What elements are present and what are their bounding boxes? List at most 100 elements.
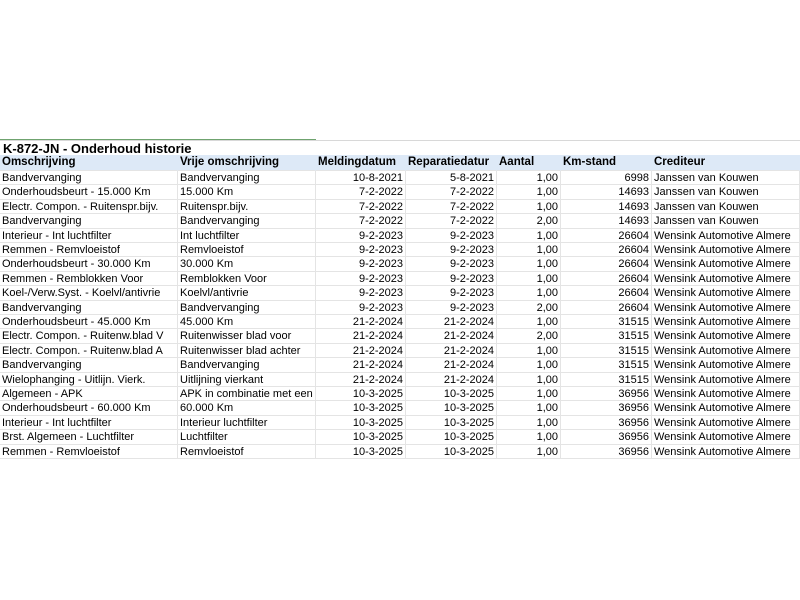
column-header: Omschrijving xyxy=(0,155,178,171)
table-cell: Algemeen - APK xyxy=(0,387,178,402)
table-cell: 21-2-2024 xyxy=(316,329,406,344)
table-cell: 31515 xyxy=(561,315,652,330)
table-cell: 9-2-2023 xyxy=(406,286,497,301)
table-cell: Wensink Automotive Almere xyxy=(652,343,800,359)
table-cell: Bandvervanging xyxy=(0,358,178,373)
table-cell: Luchtfilter xyxy=(178,430,316,445)
table-cell: Wensink Automotive Almere xyxy=(652,387,800,402)
table-cell: 10-8-2021 xyxy=(316,171,406,186)
table-cell: 36956 xyxy=(561,430,652,445)
table-cell: Remmen - Remvloeistof xyxy=(0,444,178,459)
table-cell: Interieur luchtfilter xyxy=(178,415,316,431)
table-cell: 10-3-2025 xyxy=(406,444,497,459)
table-cell: Wensink Automotive Almere xyxy=(652,271,800,287)
table-cell: 21-2-2024 xyxy=(316,315,406,330)
table-cell: Remvloeistof xyxy=(178,444,316,459)
table-cell: Wielophanging - Uitlijn. Vierk. xyxy=(0,372,178,387)
table-cell: 9-2-2023 xyxy=(406,243,497,258)
column-header: Crediteur xyxy=(652,155,800,171)
column-header: Reparatiedatur xyxy=(406,155,497,171)
table-cell: 21-2-2024 xyxy=(406,358,497,373)
table-cell: 10-3-2025 xyxy=(316,444,406,459)
table-cell: 10-3-2025 xyxy=(406,401,497,416)
border xyxy=(0,139,316,140)
table-cell: Interieur - Int luchtfilter xyxy=(0,228,178,243)
table-cell: 21-2-2024 xyxy=(316,372,406,387)
table-cell: 9-2-2023 xyxy=(406,300,497,315)
table-cell: 60.000 Km xyxy=(178,401,316,416)
table-cell: 10-3-2025 xyxy=(406,415,497,431)
table-cell: Wensink Automotive Almere xyxy=(652,444,800,459)
table-cell: Ruitenspr.bijv. xyxy=(178,199,316,215)
table-cell: 36956 xyxy=(561,401,652,416)
table-cell: 9-2-2023 xyxy=(316,228,406,243)
table-cell: Wensink Automotive Almere xyxy=(652,257,800,272)
table-cell: 9-2-2023 xyxy=(316,271,406,287)
table-cell: 10-3-2025 xyxy=(316,387,406,402)
table-cell: 5-8-2021 xyxy=(406,171,497,186)
table-cell: Bandvervanging xyxy=(178,358,316,373)
table-cell: 36956 xyxy=(561,387,652,402)
table-cell: 1,00 xyxy=(497,415,561,431)
table-cell: 1,00 xyxy=(497,372,561,387)
table-cell: 1,00 xyxy=(497,358,561,373)
table-cell: Wensink Automotive Almere xyxy=(652,315,800,330)
column-header: Vrije omschrijving xyxy=(178,155,316,171)
table-cell: 10-3-2025 xyxy=(316,401,406,416)
table-cell: 21-2-2024 xyxy=(316,343,406,359)
table-cell: Bandvervanging xyxy=(178,300,316,315)
table-cell: 10-3-2025 xyxy=(406,430,497,445)
table-cell: Bandvervanging xyxy=(0,300,178,315)
table-cell: 26604 xyxy=(561,228,652,243)
table-cell: 14693 xyxy=(561,199,652,215)
table-cell: 14693 xyxy=(561,214,652,229)
table-cell: Wensink Automotive Almere xyxy=(652,358,800,373)
table-cell: Wensink Automotive Almere xyxy=(652,372,800,387)
table-cell: Bandvervanging xyxy=(178,214,316,229)
table-cell: 9-2-2023 xyxy=(316,300,406,315)
table-cell: 21-2-2024 xyxy=(316,358,406,373)
table-cell: Koelvl/antivrie xyxy=(178,286,316,301)
table-cell: Uitlijning vierkant xyxy=(178,372,316,387)
table-cell: 1,00 xyxy=(497,286,561,301)
table-cell: Remvloeistof xyxy=(178,243,316,258)
table-cell: 1,00 xyxy=(497,171,561,186)
table-cell: Interieur - Int luchtfilter xyxy=(0,415,178,431)
table-cell: APK in combinatie met een xyxy=(178,387,316,402)
table-cell: 14693 xyxy=(561,185,652,200)
table-cell: 31515 xyxy=(561,372,652,387)
table-cell: 26604 xyxy=(561,271,652,287)
table-cell: 31515 xyxy=(561,329,652,344)
table-cell: 21-2-2024 xyxy=(406,343,497,359)
table-cell: 9-2-2023 xyxy=(406,228,497,243)
table-cell: 30.000 Km xyxy=(178,257,316,272)
table-cell: Remmen - Remvloeistof xyxy=(0,243,178,258)
column-header: Meldingdatum xyxy=(316,155,406,171)
table-cell: Brst. Algemeen - Luchtfilter xyxy=(0,430,178,445)
column-header: Aantal xyxy=(497,155,561,171)
table-cell: 26604 xyxy=(561,300,652,315)
table-cell: Electr. Compon. - Ruitenw.blad A xyxy=(0,343,178,359)
table-cell: 26604 xyxy=(561,257,652,272)
table-cell: 10-3-2025 xyxy=(316,415,406,431)
table-cell: Wensink Automotive Almere xyxy=(652,415,800,431)
table-cell: 7-2-2022 xyxy=(316,185,406,200)
table-cell: 1,00 xyxy=(497,228,561,243)
table-cell: Bandvervanging xyxy=(0,214,178,229)
table-cell: Ruitenwisser blad voor xyxy=(178,329,316,344)
table-cell: Wensink Automotive Almere xyxy=(652,228,800,243)
table-cell: 15.000 Km xyxy=(178,185,316,200)
table-cell: 1,00 xyxy=(497,199,561,215)
table-cell: Wensink Automotive Almere xyxy=(652,430,800,445)
table-cell: 10-3-2025 xyxy=(406,387,497,402)
table-cell: Wensink Automotive Almere xyxy=(652,401,800,416)
table-cell: 1,00 xyxy=(497,343,561,359)
table-cell: Janssen van Kouwen xyxy=(652,199,800,215)
table-cell: 1,00 xyxy=(497,271,561,287)
table-cell: 21-2-2024 xyxy=(406,372,497,387)
table-cell: 1,00 xyxy=(497,387,561,402)
table-cell: 31515 xyxy=(561,358,652,373)
table-cell: 21-2-2024 xyxy=(406,315,497,330)
table-cell: Bandvervanging xyxy=(178,171,316,186)
